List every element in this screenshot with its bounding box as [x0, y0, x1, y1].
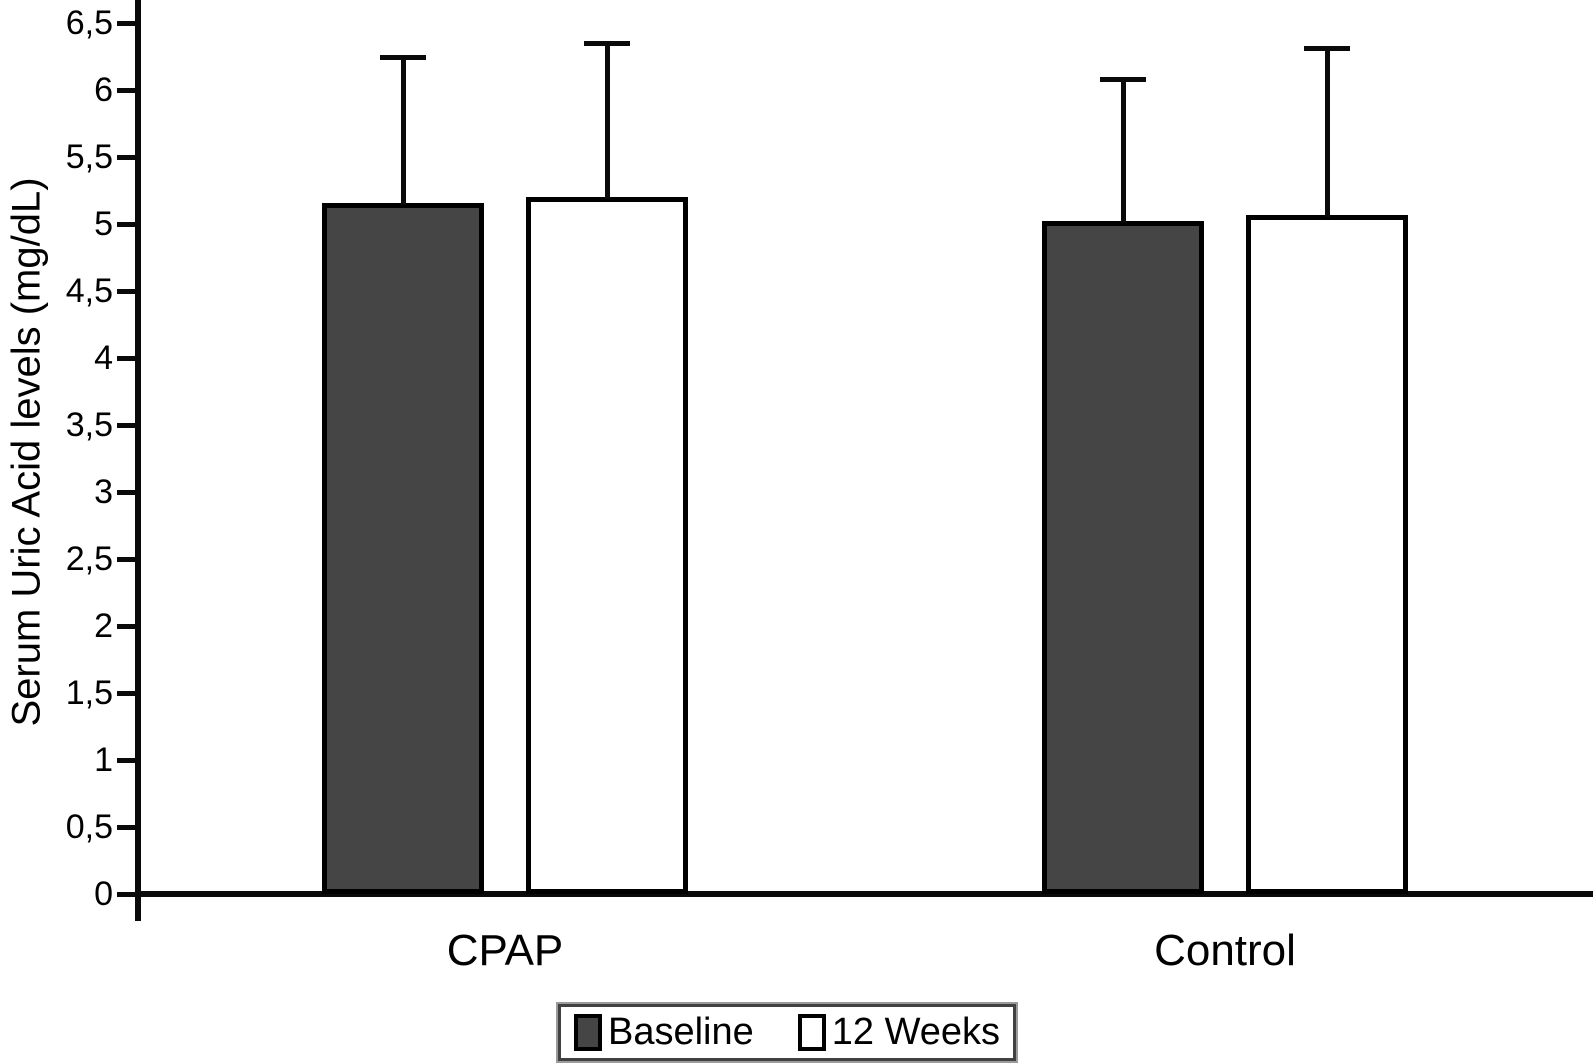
error-bar-cap-control-baseline: [1100, 77, 1146, 82]
y-tick-line-4,5: [117, 289, 138, 294]
y-tick-label-0,5: 0,5: [65, 808, 113, 846]
x-axis-label-control: Control: [1154, 926, 1296, 975]
y-tick-label-2,5: 2,5: [65, 540, 113, 578]
y-tick-label-4,5: 4,5: [65, 272, 113, 310]
y-tick-line-5: [117, 222, 138, 227]
legend-item-baseline: Baseline: [574, 1012, 754, 1052]
y-tick-label-2: 2: [94, 607, 113, 645]
error-bar-cap-cpap-baseline: [380, 55, 426, 60]
y-tick-line-3: [117, 490, 138, 495]
bar-control-baseline: [1042, 221, 1204, 894]
legend-inner: Baseline 12 Weeks: [558, 1004, 1017, 1061]
y-tick-label-5: 5: [94, 205, 113, 243]
y-tick-line-0: [117, 892, 138, 897]
x-axis-line: [135, 891, 1593, 897]
y-tick-label-3: 3: [94, 473, 113, 511]
y-tick-label-4: 4: [94, 339, 113, 377]
error-bar-cap-control-12-weeks: [1304, 46, 1350, 51]
legend-item-12weeks: 12 Weeks: [797, 1011, 1001, 1053]
error-bar-line-control-baseline: [1121, 79, 1126, 223]
y-tick-line-2,5: [117, 557, 138, 562]
y-tick-label-1,5: 1,5: [65, 674, 113, 712]
y-tick-line-4: [117, 356, 138, 361]
y-tick-line-3,5: [117, 423, 138, 428]
legend-label-baseline: Baseline: [608, 1011, 754, 1053]
legend-label-12weeks: 12 Weeks: [831, 1011, 1001, 1053]
y-axis-line: [135, 0, 141, 921]
y-tick-line-5,5: [117, 155, 138, 160]
baseline-swatch: [574, 1013, 602, 1051]
y-tick-label-3,5: 3,5: [65, 406, 113, 444]
y-tick-line-6: [117, 88, 138, 93]
error-bar-line-cpap-baseline: [401, 57, 406, 205]
y-axis-title: Serum Uric Acid levels (mg/dL): [4, 177, 49, 727]
y-tick-line-0,5: [117, 825, 138, 830]
bar-cpap-12-weeks: [526, 197, 688, 894]
error-bar-cap-cpap-12-weeks: [584, 41, 630, 46]
y-tick-label-0: 0: [94, 875, 113, 913]
bar-control-12-weeks: [1246, 215, 1408, 894]
x-axis-label-cpap: CPAP: [446, 926, 564, 975]
y-tick-label-6,5: 6,5: [65, 4, 113, 42]
error-bar-line-control-12-weeks: [1325, 48, 1330, 217]
y-tick-label-1: 1: [94, 741, 113, 779]
twelve-weeks-swatch: [797, 1013, 826, 1051]
y-tick-line-2: [117, 624, 138, 629]
error-bar-line-cpap-12-weeks: [605, 43, 610, 199]
y-tick-label-6: 6: [94, 71, 113, 109]
y-tick-label-5,5: 5,5: [65, 138, 113, 176]
y-tick-line-6,5: [117, 21, 138, 26]
y-tick-line-1: [117, 758, 138, 763]
legend: Baseline 12 Weeks: [556, 1002, 1019, 1063]
y-tick-line-1,5: [117, 691, 138, 696]
bar-cpap-baseline: [322, 203, 484, 894]
